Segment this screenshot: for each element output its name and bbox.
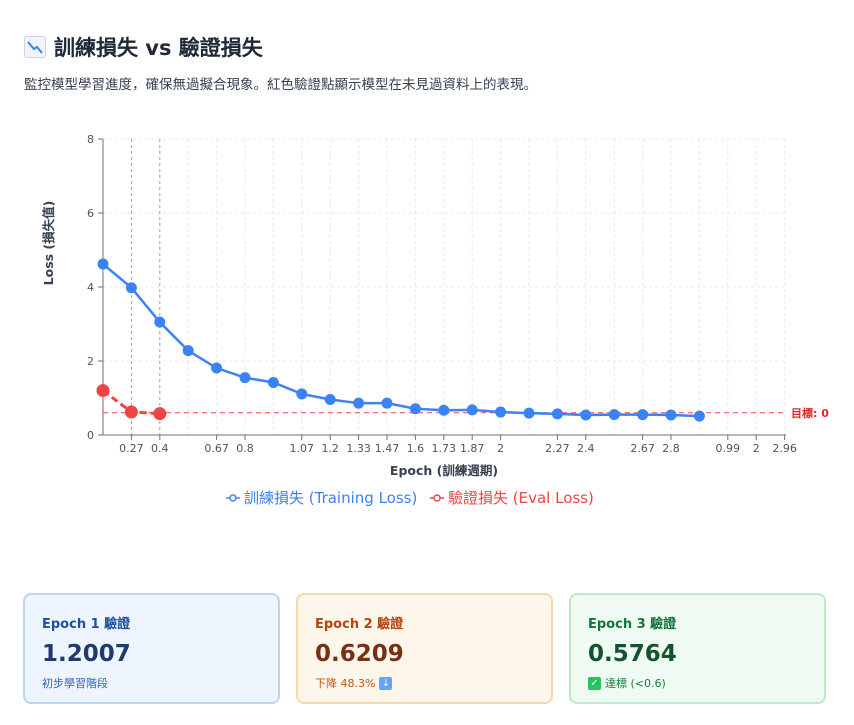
training-loss-line [102, 263, 700, 418]
training-loss-point [551, 408, 563, 420]
card-value: 0.6209 [315, 641, 404, 667]
x-tick-label: 0.99 [716, 442, 741, 455]
x-tick-label: 0.27 [119, 442, 144, 455]
x-tick-label: 0.4 [151, 442, 169, 455]
training-loss-point [381, 397, 393, 409]
training-loss-point [154, 316, 166, 328]
x-tick-label: 2 [497, 442, 504, 455]
training-loss-point [97, 258, 109, 270]
page-subtitle: 監控模型學習進度，確保無過擬合現象。紅色驗證點顯示模型在未見過資料上的表現。 [24, 77, 537, 93]
target-line-label: 目標: 0.6 [791, 406, 841, 420]
x-tick-label: 1.73 [432, 442, 457, 455]
training-loss-point [296, 388, 308, 400]
y-tick-label: 6 [87, 207, 94, 220]
training-loss-point [495, 406, 507, 418]
training-loss-point [438, 404, 450, 416]
training-loss-point [608, 409, 620, 421]
training-loss-point [693, 410, 705, 422]
legend-training-label[interactable]: 訓練損失 (Training Loss) [244, 489, 417, 507]
training-loss-point [637, 409, 649, 421]
training-loss-point [523, 407, 535, 419]
x-tick-label: 1.47 [375, 442, 400, 455]
card-value: 1.2007 [42, 641, 131, 667]
training-loss-point [182, 345, 194, 357]
page-title: 訓練損失 vs 驗證損失 [24, 32, 263, 62]
title-text: 訓練損失 vs 驗證損失 [54, 36, 263, 60]
x-tick-label: 1.6 [407, 442, 425, 455]
x-tick-label: 2 [753, 442, 760, 455]
x-tick-label: 2.27 [545, 442, 570, 455]
y-axis-label: Loss (損失值) [41, 201, 56, 286]
y-tick-label: 2 [87, 355, 94, 368]
training-loss-point [125, 282, 137, 294]
training-loss-point [665, 409, 677, 421]
legend-eval-label[interactable]: 驗證損失 (Eval Loss) [448, 489, 594, 507]
card-note-text: 達標 (<0.6) [605, 677, 666, 690]
card-note: 初步學習階段 [42, 675, 262, 691]
eval-loss-point [153, 407, 167, 421]
legend-training-marker [229, 494, 237, 502]
training-loss-point [409, 403, 421, 415]
x-tick-label: 0.67 [204, 442, 229, 455]
training-loss-point [239, 372, 251, 384]
card-title: Epoch 2 驗證 [315, 617, 404, 632]
legend-eval-marker [433, 494, 441, 502]
card-note: ✓ 達標 (<0.6) [588, 675, 808, 691]
training-loss-point [267, 376, 279, 388]
y-tick-label: 4 [87, 281, 94, 294]
x-tick-label: 2.67 [630, 442, 655, 455]
x-tick-label: 2.8 [662, 442, 680, 455]
y-tick-label: 8 [87, 133, 94, 146]
training-loss-point [324, 393, 336, 405]
x-tick-label: 1.2 [321, 442, 339, 455]
x-axis-label: Epoch (訓練週期) [390, 463, 498, 478]
x-tick-label: 1.33 [346, 442, 371, 455]
card-title: Epoch 1 驗證 [42, 617, 131, 632]
x-tick-label: 2.96 [772, 442, 797, 455]
x-tick-label: 1.07 [290, 442, 315, 455]
training-loss-point [211, 362, 223, 374]
x-tick-label: 2.4 [577, 442, 595, 455]
loss-chart: 0 2 4 6 8 0.27 0.4 0.67 0.8 1.07 1.2 1.33 1.47 1.6 1.7… [41, 133, 841, 507]
epoch2-validation-card: Epoch 2 驗證 0.6209 下降 48.3% ↓ [296, 593, 553, 704]
validation-cards: Epoch 1 驗證 1.2007 初步學習階段 Epoch 2 驗證 0.62… [23, 593, 826, 704]
eval-loss-point [124, 405, 138, 419]
card-note-text: 初步學習階段 [42, 677, 108, 690]
card-note-text: 下降 48.3% [315, 677, 376, 690]
x-tick-label: 1.87 [460, 442, 485, 455]
down-arrow-icon: ↓ [379, 676, 393, 690]
epoch1-validation-card: Epoch 1 驗證 1.2007 初步學習階段 [23, 593, 280, 704]
epoch3-validation-card: Epoch 3 驗證 0.5764 ✓ 達標 (<0.6) [569, 593, 826, 704]
chart-decreasing-icon [24, 36, 46, 58]
chart-legend: 訓練損失 (Training Loss) 驗證損失 (Eval Loss) [226, 489, 594, 507]
chart-grid [103, 138, 786, 435]
x-tick-label: 0.8 [236, 442, 254, 455]
eval-loss-point [96, 384, 110, 398]
card-note: 下降 48.3% ↓ [315, 675, 535, 691]
card-title: Epoch 3 驗證 [588, 617, 677, 632]
training-loss-point [353, 397, 365, 409]
training-loss-point [466, 404, 478, 416]
y-tick-label: 0 [87, 429, 94, 442]
card-value: 0.5764 [588, 641, 677, 667]
check-mark-icon: ✓ [588, 676, 601, 690]
training-loss-point [580, 409, 592, 421]
